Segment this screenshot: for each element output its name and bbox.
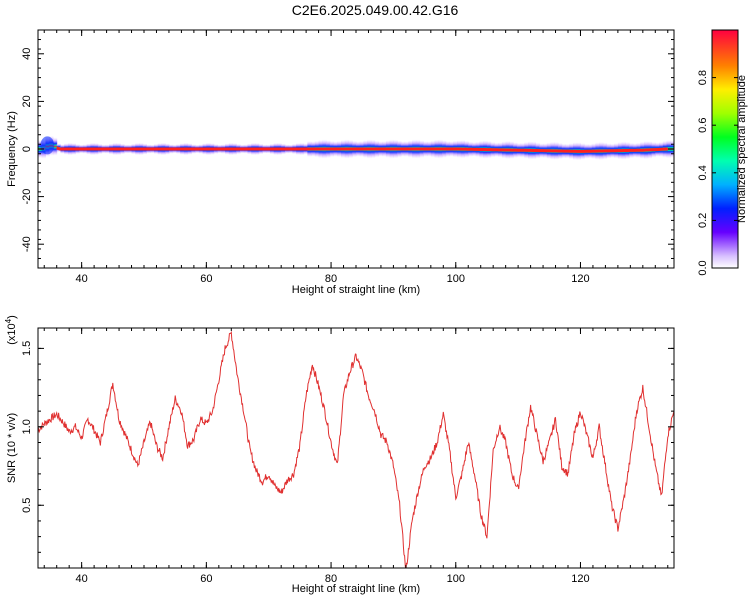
- snr-frame: [37, 327, 675, 569]
- colorbar-tick-label: 0.2: [697, 213, 709, 228]
- spectrogram-x-tick-label: 100: [447, 273, 465, 285]
- spectrogram-panel: 40 60 80 100 120 -40 -20 0 20 40 Height of straig…: [6, 29, 678, 296]
- colorbar-label: Normalized spectral amplitude: [736, 75, 748, 223]
- snr-x-tick-label: 80: [325, 573, 337, 585]
- spectrogram-x-axis-label: Height of straight line (km): [292, 284, 420, 296]
- snr-x-tick-label: 40: [76, 573, 88, 585]
- spectrogram-ridge-column: [674, 141, 678, 157]
- spectrogram-start-feature: [40, 136, 55, 155]
- colorbar-gradient: [711, 29, 739, 269]
- snr-y-tick-label: 1.5: [21, 341, 33, 356]
- colorbar-tick-label: 0.4: [697, 165, 709, 180]
- spectrogram-y-tick-label: 40: [21, 48, 33, 60]
- snr-y-tick-label: 0.5: [21, 498, 33, 513]
- snr-y-multiplier: (x104): [4, 315, 19, 345]
- snr-x-tick-label: 100: [447, 573, 465, 585]
- chart-title: C2E6.2025.049.00.42.G16: [291, 2, 459, 18]
- spectrogram-y-tick-label: 20: [21, 95, 33, 107]
- spectrogram-y-tick-label: -40: [21, 236, 33, 252]
- spectrogram-y-tick-label: 0: [21, 146, 33, 152]
- colorbar-tick-label: 0.6: [697, 118, 709, 133]
- snr-x-tick-label: 120: [571, 573, 589, 585]
- spectrogram-y-tick-label: -20: [21, 189, 33, 205]
- colorbar-tick-label: 0.0: [697, 260, 709, 275]
- spectrogram-x-tick-label: 80: [325, 273, 337, 285]
- spectrogram-ridge-core: [56, 146, 668, 153]
- colorbar: 0.0 0.2 0.4 0.6 0.8 Normalized spectral ampl…: [697, 29, 748, 276]
- colorbar-tick-label: 0.8: [697, 70, 709, 85]
- snr-series-line: [38, 330, 674, 568]
- snr-y-axis-label: SNR (10 * v/v): [6, 413, 18, 483]
- snr-panel: 40 60 80 100 120 0.5 1.0 1.5 Height of straight…: [4, 315, 675, 595]
- snr-y-tick-label: 1.0: [21, 419, 33, 434]
- spectrogram-x-tick-label: 40: [76, 273, 88, 285]
- spectrogram-ridge-column: [52, 137, 58, 156]
- spectrogram-x-tick-label: 60: [200, 273, 212, 285]
- snr-x-tick-label: 60: [200, 573, 212, 585]
- spectrogram-y-axis-label: Frequency (Hz): [6, 111, 18, 187]
- spectrogram-x-tick-label: 120: [571, 273, 589, 285]
- snr-x-axis-label: Height of straight line (km): [292, 583, 420, 595]
